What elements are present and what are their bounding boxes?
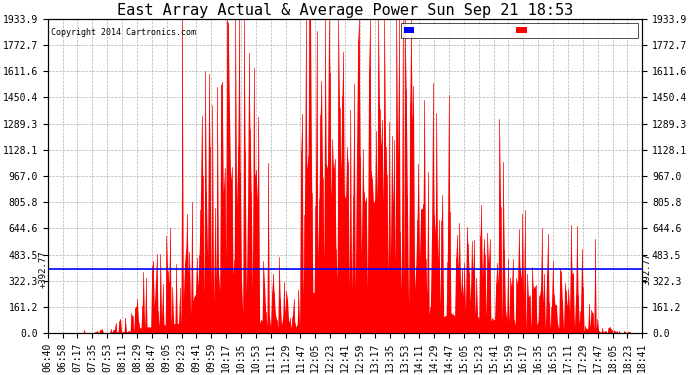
Title: East Array Actual & Average Power Sun Sep 21 18:53: East Array Actual & Average Power Sun Se… — [117, 3, 573, 18]
Text: 392.77: 392.77 — [643, 253, 652, 285]
Legend: Average  (DC Watts), East Array  (DC Watts): Average (DC Watts), East Array (DC Watts… — [401, 24, 638, 38]
Text: Copyright 2014 Cartronics.com: Copyright 2014 Cartronics.com — [51, 28, 196, 38]
Text: +392.77: +392.77 — [38, 251, 47, 288]
